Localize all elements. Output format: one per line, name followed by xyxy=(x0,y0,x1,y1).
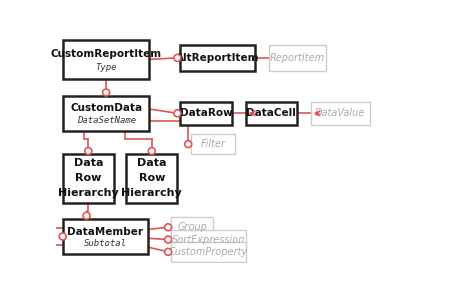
Bar xyxy=(310,102,369,125)
Text: ReportItem: ReportItem xyxy=(269,53,324,63)
Circle shape xyxy=(83,212,90,219)
Text: Filter: Filter xyxy=(200,139,225,149)
Text: Data: Data xyxy=(74,158,103,168)
Circle shape xyxy=(164,236,171,243)
Circle shape xyxy=(102,89,109,96)
Bar xyxy=(180,102,231,125)
Text: Hierarchy: Hierarchy xyxy=(58,188,118,197)
Text: CustomData: CustomData xyxy=(70,103,142,113)
Text: AltReportItem: AltReportItem xyxy=(175,53,259,63)
Text: DataRow: DataRow xyxy=(179,108,232,118)
Text: Row: Row xyxy=(138,173,165,183)
Text: Group: Group xyxy=(177,222,207,232)
Circle shape xyxy=(174,110,180,117)
Text: DataCell: DataCell xyxy=(246,108,295,118)
Text: SortExpression: SortExpression xyxy=(171,234,244,244)
Text: Row: Row xyxy=(75,173,101,183)
Text: DataValue: DataValue xyxy=(314,108,364,118)
Text: DataMember: DataMember xyxy=(67,226,143,237)
Circle shape xyxy=(164,248,171,255)
Bar xyxy=(180,45,254,71)
Text: Data: Data xyxy=(137,158,166,168)
Circle shape xyxy=(148,147,155,155)
Bar xyxy=(63,154,114,203)
Text: DataSetName: DataSetName xyxy=(76,116,135,125)
Circle shape xyxy=(59,233,66,240)
Circle shape xyxy=(184,141,191,147)
Bar xyxy=(268,45,326,71)
Bar xyxy=(191,134,234,154)
Circle shape xyxy=(85,147,92,155)
Text: Hierarchy: Hierarchy xyxy=(121,188,182,197)
Bar xyxy=(63,96,149,131)
Bar xyxy=(171,242,245,262)
Text: Type: Type xyxy=(95,62,117,72)
Text: CustomProperty: CustomProperty xyxy=(169,247,248,257)
Bar xyxy=(63,219,147,254)
Bar xyxy=(171,217,212,237)
Circle shape xyxy=(164,224,171,231)
Bar xyxy=(63,40,149,79)
Bar xyxy=(171,230,245,250)
Text: Subtotal: Subtotal xyxy=(83,239,127,248)
Bar xyxy=(245,102,296,125)
Bar xyxy=(126,154,177,203)
Circle shape xyxy=(174,54,180,61)
Text: CustomReportItem: CustomReportItem xyxy=(51,49,161,59)
